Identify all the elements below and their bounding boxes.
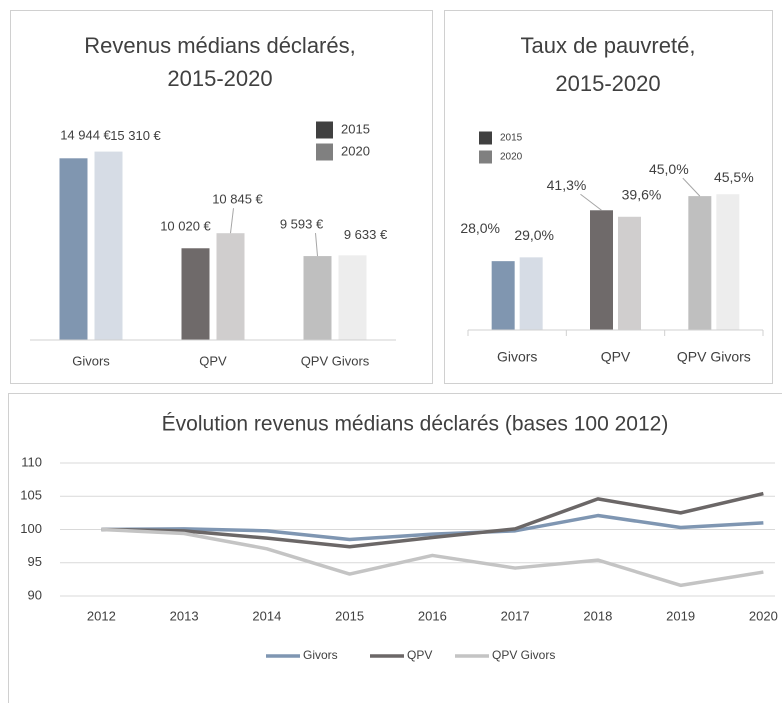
chart-title: Évolution revenus médians déclarés (base… [162, 413, 669, 436]
panel [8, 393, 782, 703]
x-tick-label: 2014 [252, 608, 281, 623]
bar [181, 248, 210, 340]
x-tick-label: 2015 [335, 608, 364, 623]
value-label: 10 845 € [212, 192, 263, 207]
x-tick-label: 2012 [87, 608, 116, 623]
value-label: 41,3% [547, 177, 587, 193]
legend-label: Givors [303, 648, 338, 662]
leader-line [682, 177, 701, 197]
y-tick-label: 105 [20, 488, 42, 503]
line-series [101, 513, 764, 542]
x-tick-label: Givors [72, 353, 110, 368]
y-tick-label: 90 [28, 587, 42, 602]
y-tick-label: 95 [28, 554, 42, 569]
bar [59, 158, 88, 340]
bar [688, 196, 712, 330]
bar [716, 194, 740, 330]
bar [519, 257, 543, 330]
x-tick-label: Givors [497, 349, 537, 365]
value-label: 45,0% [649, 161, 689, 177]
chart-title: 2015-2020 [167, 66, 272, 91]
legend-label: 2015 [341, 121, 370, 136]
value-label: 9 593 € [280, 217, 324, 232]
leader-line [230, 208, 234, 234]
line-series [101, 491, 764, 549]
legend-label: QPV Givors [492, 648, 555, 662]
bar [618, 216, 641, 330]
x-tick-label: QPV Givors [301, 353, 370, 368]
chart-title: Taux de pauvreté, [521, 33, 696, 58]
x-tick-label: 2017 [501, 608, 530, 623]
chart-title: 2015-2020 [555, 71, 660, 96]
leader-line [315, 233, 318, 257]
legend-label: 2020 [341, 143, 370, 158]
value-label: 39,6% [622, 186, 662, 202]
legend-label: QPV [407, 648, 432, 662]
bar [216, 233, 245, 340]
x-tick-label: 2016 [418, 608, 447, 623]
x-tick-label: 2020 [749, 608, 778, 623]
value-label: 15 310 € [110, 128, 161, 143]
bar [94, 151, 123, 340]
x-tick-label: 2019 [666, 608, 695, 623]
value-label: 14 944 € [60, 128, 111, 143]
bar [338, 255, 367, 340]
leader-line [580, 193, 602, 211]
x-tick-label: 2018 [583, 608, 612, 623]
x-tick-label: QPV [199, 353, 227, 368]
legend-swatch [479, 131, 492, 145]
value-label: 28,0% [460, 220, 500, 236]
value-label: 29,0% [514, 227, 554, 243]
y-tick-label: 100 [20, 521, 42, 536]
x-tick-label: QPV [601, 349, 631, 365]
legend-swatch [479, 150, 492, 164]
value-label: 45,5% [714, 169, 754, 185]
x-tick-label: QPV Givors [677, 349, 751, 365]
x-tick-label: 2013 [170, 608, 199, 623]
legend-label: 2015 [500, 133, 523, 144]
bar [491, 261, 515, 330]
chart-title: Revenus médians déclarés, [84, 33, 355, 58]
value-label: 9 633 € [344, 227, 388, 242]
legend-swatch [316, 121, 333, 139]
line-series [101, 527, 764, 588]
bar [590, 210, 613, 330]
legend-swatch [316, 143, 333, 161]
bar [303, 256, 332, 340]
legend-label: 2020 [500, 152, 523, 163]
value-label: 10 020 € [160, 219, 211, 234]
y-tick-label: 110 [21, 454, 42, 469]
